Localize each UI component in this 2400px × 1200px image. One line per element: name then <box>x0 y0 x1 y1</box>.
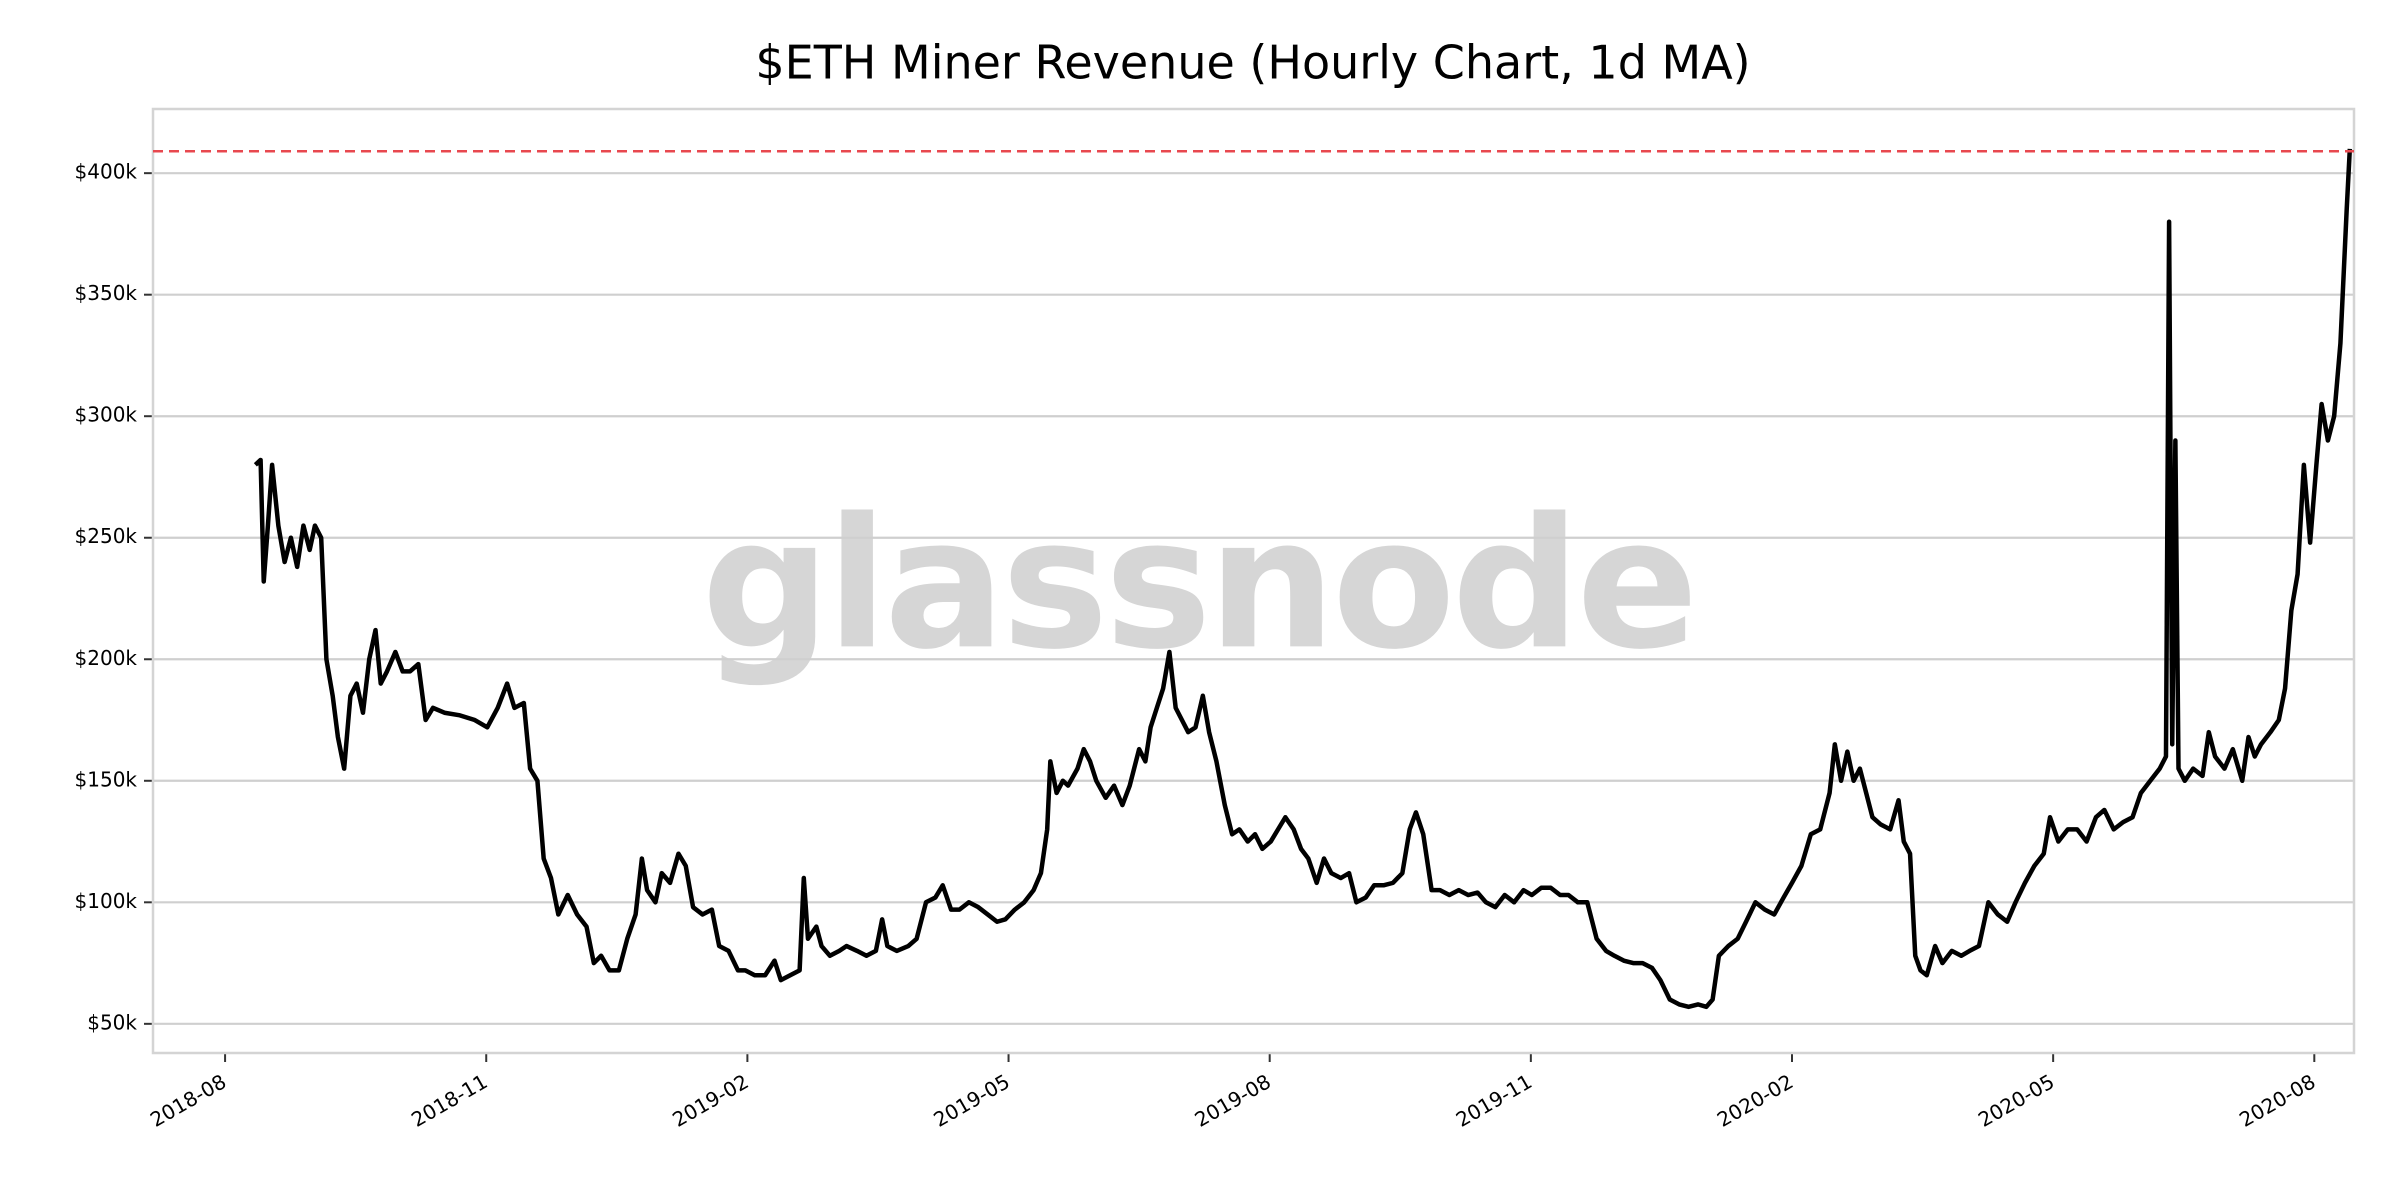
chart-title: $ETH Miner Revenue (Hourly Chart, 1d MA) <box>755 36 1750 90</box>
y-tick-label: $350k <box>75 281 138 305</box>
y-tick-label: $150k <box>75 767 138 791</box>
line-series <box>253 148 2353 1010</box>
y-tick-label: $300k <box>75 403 138 427</box>
watermark: glassnode <box>701 480 1694 689</box>
y-tick-label: $400k <box>75 160 138 184</box>
y-tick-label: $250k <box>75 524 138 548</box>
y-tick-label: $200k <box>75 646 138 670</box>
plot-frame <box>151 107 2356 1055</box>
y-tick-label: $100k <box>75 889 138 913</box>
y-tick-label: $50k <box>87 1010 137 1034</box>
